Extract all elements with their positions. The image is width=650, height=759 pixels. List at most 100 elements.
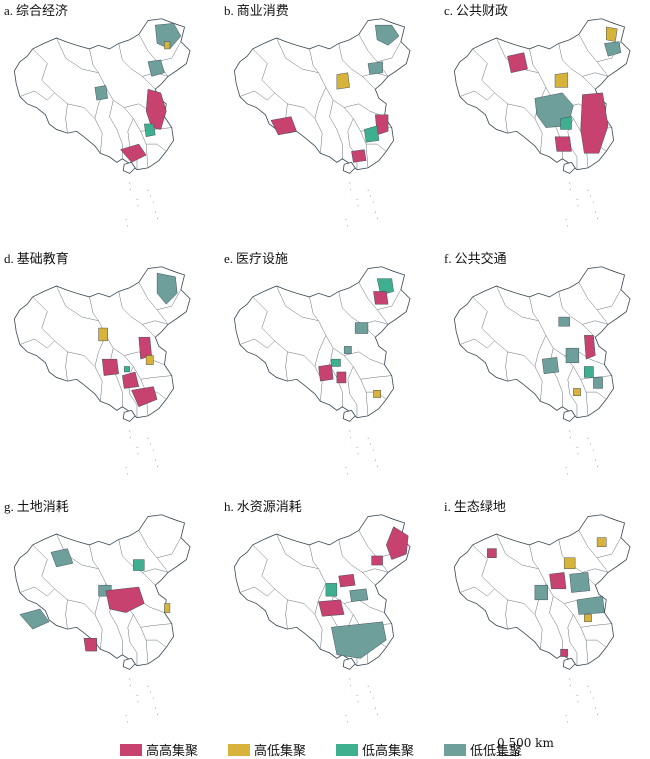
china-map bbox=[13, 514, 191, 725]
cluster-region bbox=[164, 41, 171, 50]
china-outline bbox=[13, 266, 191, 419]
panel-title: i. 生态绿地 bbox=[444, 496, 506, 515]
cluster-region bbox=[386, 526, 409, 560]
china-map bbox=[233, 266, 411, 477]
legend-label: 高高集聚 bbox=[146, 744, 199, 759]
china-outline bbox=[233, 514, 411, 667]
cluster-regions bbox=[98, 272, 178, 408]
china-map bbox=[13, 266, 191, 477]
panel-title: f. 公共交通 bbox=[444, 248, 507, 267]
panel-name: 医疗设施 bbox=[236, 252, 289, 267]
map-panel-8: h. 水资源消耗 bbox=[222, 496, 427, 731]
panel-letter: d. bbox=[4, 251, 14, 266]
cluster-region bbox=[325, 583, 338, 597]
map-panel-3: c. 公共财政 bbox=[442, 0, 647, 235]
cluster-region bbox=[375, 24, 400, 46]
south-sea-islands bbox=[345, 678, 380, 725]
cluster-region bbox=[156, 272, 178, 305]
hainan-island bbox=[342, 409, 356, 422]
cluster-region bbox=[155, 23, 182, 50]
map-panel-7: g. 土地消耗 bbox=[2, 496, 207, 731]
cluster-region bbox=[338, 573, 356, 588]
panel-letter: c. bbox=[444, 3, 454, 18]
cluster-region bbox=[534, 584, 548, 601]
china-map bbox=[453, 514, 631, 725]
cluster-region bbox=[94, 85, 108, 101]
panel-letter: b. bbox=[224, 3, 234, 18]
panel-title: d. 基础教育 bbox=[4, 248, 69, 267]
legend-item: 低高集聚 bbox=[336, 740, 414, 759]
cluster-region bbox=[147, 59, 165, 77]
cluster-region bbox=[593, 377, 603, 389]
cluster-region bbox=[606, 26, 618, 42]
china-map bbox=[453, 266, 631, 477]
legend-item: 高高集聚 bbox=[120, 740, 198, 759]
south-sea-islands bbox=[125, 678, 160, 725]
china-map bbox=[233, 514, 411, 725]
cluster-region bbox=[50, 548, 74, 568]
south-sea-islands bbox=[125, 182, 160, 229]
cluster-region bbox=[373, 291, 389, 305]
legend-swatch bbox=[444, 743, 466, 756]
cluster-region bbox=[351, 149, 367, 163]
cluster-region bbox=[318, 364, 334, 382]
panel-title: g. 土地消耗 bbox=[4, 496, 69, 515]
panel-letter: h. bbox=[224, 499, 234, 514]
cluster-region bbox=[122, 371, 140, 389]
cluster-regions bbox=[541, 316, 603, 396]
cluster-regions bbox=[487, 537, 607, 657]
cluster-region bbox=[19, 608, 50, 630]
panel-name: 土地消耗 bbox=[16, 500, 69, 515]
cluster-region bbox=[318, 599, 345, 617]
south-sea-islands bbox=[565, 182, 600, 229]
panel-name: 综合经济 bbox=[16, 4, 69, 19]
panel-title: h. 水资源消耗 bbox=[224, 496, 302, 515]
legend-label: 低高集聚 bbox=[362, 744, 415, 759]
cluster-region bbox=[131, 386, 158, 408]
cluster-region bbox=[101, 358, 119, 376]
cluster-region bbox=[354, 322, 369, 334]
cluster-region bbox=[145, 88, 167, 130]
cluster-regions bbox=[318, 526, 409, 659]
cluster-region bbox=[584, 366, 594, 378]
south-sea-islands bbox=[345, 430, 380, 477]
hainan-island bbox=[342, 657, 356, 670]
cluster-region bbox=[83, 638, 97, 652]
cluster-region bbox=[573, 388, 581, 396]
cluster-region bbox=[565, 347, 580, 364]
panel-letter: i. bbox=[444, 499, 451, 514]
cluster-region bbox=[563, 557, 576, 569]
panel-title: e. 医疗设施 bbox=[224, 248, 288, 267]
cluster-region bbox=[584, 335, 596, 360]
cluster-region bbox=[507, 52, 528, 73]
china-outline bbox=[453, 266, 631, 419]
south-sea-islands bbox=[345, 182, 380, 229]
legend-label: 高低集聚 bbox=[254, 744, 307, 759]
hainan-island bbox=[122, 409, 136, 422]
scale-bar: 0 500 km bbox=[497, 736, 559, 756]
cluster-region bbox=[144, 123, 156, 138]
cluster-region bbox=[554, 136, 572, 152]
cluster-region bbox=[145, 355, 154, 365]
china-map bbox=[233, 18, 411, 229]
hainan-island bbox=[122, 161, 136, 174]
map-panel-6: f. 公共交通 bbox=[442, 248, 647, 483]
cluster-region bbox=[576, 595, 605, 615]
cluster-region bbox=[558, 316, 570, 327]
cluster-region bbox=[596, 537, 607, 547]
legend-item: 高低集聚 bbox=[228, 740, 306, 759]
cluster-region bbox=[569, 572, 591, 593]
cluster-region bbox=[120, 143, 147, 163]
cluster-region bbox=[105, 586, 145, 613]
map-panel-2: b. 商业消费 bbox=[222, 0, 427, 235]
cluster-region bbox=[123, 366, 130, 373]
cluster-region bbox=[560, 116, 572, 130]
panel-name: 生态绿地 bbox=[453, 500, 506, 515]
cluster-region bbox=[373, 390, 381, 398]
cluster-region bbox=[133, 559, 145, 571]
cluster-region bbox=[98, 327, 108, 342]
map-panel-5: e. 医疗设施 bbox=[222, 248, 427, 483]
cluster-region bbox=[554, 72, 569, 88]
map-panel-1: a. 综合经济 bbox=[2, 0, 207, 235]
panel-letter: g. bbox=[4, 499, 14, 514]
